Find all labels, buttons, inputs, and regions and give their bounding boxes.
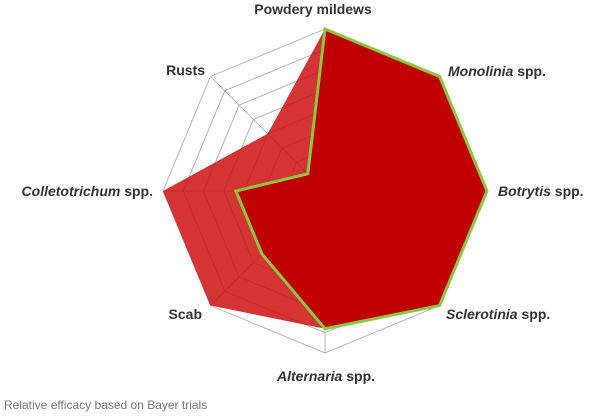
axis-labels: Powdery mildews Monolinia spp. Botrytis sp… xyxy=(22,1,584,384)
radar-series xyxy=(163,26,489,331)
axis-label-8: Rusts xyxy=(166,62,205,78)
footnote: Relative efficacy based on Bayer trials xyxy=(4,398,208,412)
axis-label-1: Powdery mildews xyxy=(254,1,372,17)
axis-label-5: Alternaria spp. xyxy=(276,368,375,384)
axis-label-2: Monolinia spp. xyxy=(448,63,546,79)
axis-label-7: Colletotrichum spp. xyxy=(22,183,153,199)
axis-label-3: Botrytis spp. xyxy=(498,183,584,199)
axis-label-6: Scab xyxy=(169,306,202,322)
axis-label-4: Sclerotinia spp. xyxy=(446,306,550,322)
series-2-area xyxy=(233,26,489,331)
